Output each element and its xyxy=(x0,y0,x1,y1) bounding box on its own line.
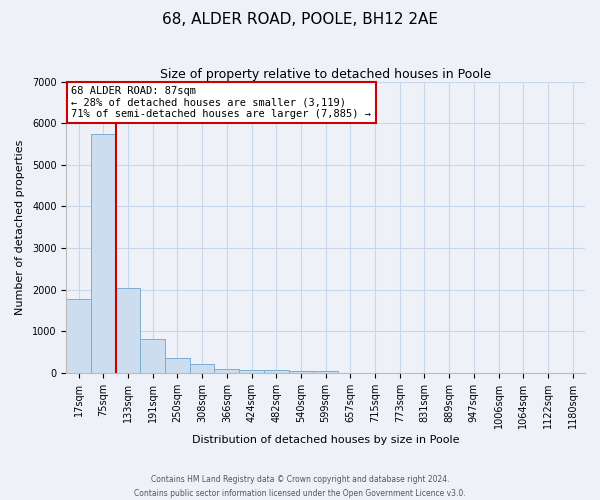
Bar xyxy=(239,370,264,373)
Bar xyxy=(264,370,289,373)
X-axis label: Distribution of detached houses by size in Poole: Distribution of detached houses by size … xyxy=(192,435,460,445)
Bar xyxy=(313,371,338,373)
Bar xyxy=(91,134,116,373)
Text: 68, ALDER ROAD, POOLE, BH12 2AE: 68, ALDER ROAD, POOLE, BH12 2AE xyxy=(162,12,438,28)
Bar xyxy=(190,364,214,373)
Bar xyxy=(116,288,140,373)
Bar xyxy=(66,299,91,373)
Bar xyxy=(289,370,313,373)
Bar xyxy=(165,358,190,373)
Text: 68 ALDER ROAD: 87sqm
← 28% of detached houses are smaller (3,119)
71% of semi-de: 68 ALDER ROAD: 87sqm ← 28% of detached h… xyxy=(71,86,371,119)
Bar xyxy=(140,338,165,373)
Bar xyxy=(214,368,239,373)
Y-axis label: Number of detached properties: Number of detached properties xyxy=(15,140,25,315)
Title: Size of property relative to detached houses in Poole: Size of property relative to detached ho… xyxy=(160,68,491,80)
Text: Contains HM Land Registry data © Crown copyright and database right 2024.
Contai: Contains HM Land Registry data © Crown c… xyxy=(134,476,466,498)
